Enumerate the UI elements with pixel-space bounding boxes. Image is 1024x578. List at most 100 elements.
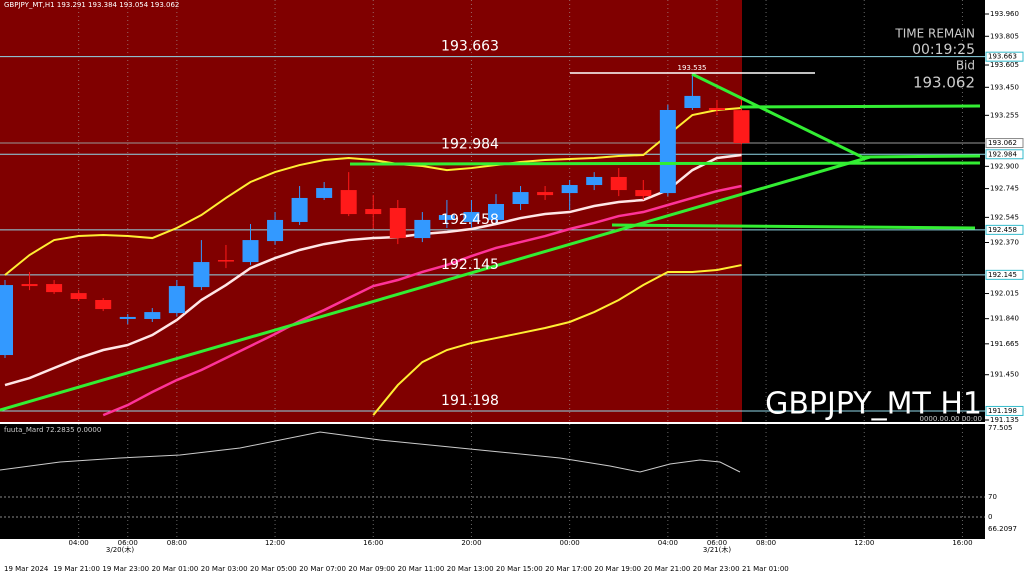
x-tick-label: 20:00 xyxy=(461,539,481,547)
candle-body xyxy=(610,176,627,191)
y-tick-label: 191.135 xyxy=(990,416,1019,424)
y-tick-label: 193.255 xyxy=(990,111,1019,119)
time-scale-label: 20 Mar 19:00 xyxy=(594,565,641,573)
candle-body xyxy=(659,110,676,194)
x-tick-label: 12:00 xyxy=(854,539,874,547)
level-box xyxy=(985,149,1024,160)
level-box xyxy=(985,269,1024,280)
time-scale-label: 19 Mar 21:00 xyxy=(53,565,100,573)
indicator-bg xyxy=(0,424,985,539)
indicator-line xyxy=(0,431,741,473)
y-tick-label: 193.960 xyxy=(990,10,1019,18)
y-tick-label: 192.545 xyxy=(990,213,1019,221)
y-tick-label: 192.900 xyxy=(990,162,1019,170)
level-label: 192.145 xyxy=(441,257,499,273)
time-scale-label: 20 Mar 01:00 xyxy=(152,565,199,573)
high-label: 193.535 xyxy=(678,64,707,72)
time-scale-label: 20 Mar 17:00 xyxy=(545,565,592,573)
time-scale-label: 20 Mar 09:00 xyxy=(348,565,395,573)
x-tick-label: 06:00 xyxy=(118,539,138,547)
header: GBPJPY_MT,H1 193.291 193.384 193.054 193… xyxy=(4,1,179,9)
time-scale-label: 21 Mar 01:00 xyxy=(742,565,789,573)
time-scale-label: 19 Mar 2024 xyxy=(4,565,49,573)
candle-body xyxy=(537,192,554,196)
candle-body xyxy=(193,262,210,288)
candle-body xyxy=(586,176,603,186)
candle-body xyxy=(512,192,529,204)
indicator-axis-label: 77.505 xyxy=(988,424,1013,432)
level-box xyxy=(985,405,1024,416)
y-tick-label: 192.745 xyxy=(990,185,1019,193)
time-scale-label: 20 Mar 03:00 xyxy=(201,565,248,573)
level-box xyxy=(985,51,1024,62)
indicator-line xyxy=(102,184,742,417)
candle-body xyxy=(635,190,652,197)
level-axis-label: 192.458 xyxy=(988,226,1017,234)
candle-body xyxy=(463,212,480,222)
close: 193.062 xyxy=(150,1,179,9)
price-axis-bg xyxy=(985,0,1024,578)
time-scale-label: 20 Mar 05:00 xyxy=(250,565,297,573)
candle-body xyxy=(365,209,382,215)
y-tick-label: 193.450 xyxy=(990,83,1019,91)
y-tick-label: 191.450 xyxy=(990,371,1019,379)
indicator-axis-label: 70 xyxy=(988,493,997,501)
low: 193.054 xyxy=(119,1,148,9)
y-tick-label: 191.665 xyxy=(990,340,1019,348)
x-tick-label: 08:00 xyxy=(756,539,776,547)
x-tick-label: 00:00 xyxy=(560,539,580,547)
candle-body xyxy=(389,208,406,239)
candle-body xyxy=(119,316,136,319)
indicator-line xyxy=(4,153,742,387)
x-tick-label: 16:00 xyxy=(363,539,383,547)
candle-body xyxy=(21,284,38,287)
x-tick-label: 06:00 xyxy=(707,539,727,547)
stamp: 0000.00.00 00:00 xyxy=(920,415,982,423)
candle-body xyxy=(70,293,87,299)
time-scale-label: 20 Mar 13:00 xyxy=(447,565,494,573)
candle-body xyxy=(144,312,161,319)
candle-body xyxy=(168,286,185,314)
x-tick-label: 12:00 xyxy=(265,539,285,547)
x-tick-label: 08:00 xyxy=(167,539,187,547)
level-axis-label: 192.145 xyxy=(988,271,1017,279)
level-label: 191.198 xyxy=(441,393,499,409)
bid-label: Bid xyxy=(956,59,975,73)
trendlines xyxy=(0,72,981,412)
candle-body xyxy=(438,215,455,220)
trendline xyxy=(861,154,981,159)
indicator-axis-label: 66.2097 xyxy=(988,525,1017,533)
candle-body xyxy=(217,260,234,262)
time-scale-label: 20 Mar 15:00 xyxy=(496,565,543,573)
time-scale-label: 19 Mar 23:00 xyxy=(102,565,149,573)
y-tick-label: 193.805 xyxy=(990,32,1019,40)
bid-axis-label: 193.062 xyxy=(988,139,1017,147)
time-scale-label: 20 Mar 21:00 xyxy=(644,565,691,573)
time-scale-label: 20 Mar 11:00 xyxy=(398,565,445,573)
candle-body xyxy=(684,95,701,108)
candle-body xyxy=(267,219,284,242)
candle-body xyxy=(316,188,333,198)
day-label: 3/20(木) xyxy=(106,545,134,554)
level-axis-label: 191.198 xyxy=(988,407,1017,415)
high: 193.384 xyxy=(88,1,117,9)
x-tick-label: 04:00 xyxy=(658,539,678,547)
watermark: GBPJPY_MT H1 xyxy=(765,387,982,422)
candle-body xyxy=(95,299,112,310)
trendline xyxy=(691,72,863,159)
candle-body xyxy=(242,240,259,263)
candle-body xyxy=(0,285,13,356)
x-tick-label: 16:00 xyxy=(952,539,972,547)
trendline xyxy=(349,161,981,166)
time-remain-label: TIME REMAIN xyxy=(894,27,975,41)
time-scale-label: 20 Mar 07:00 xyxy=(299,565,346,573)
indicator-label: fuuta_Mard 72.2835 0.0000 xyxy=(4,426,101,434)
indicator-line xyxy=(372,264,742,416)
open: 193.291 xyxy=(57,1,86,9)
x-tick-label: 04:00 xyxy=(69,539,89,547)
candle-body xyxy=(46,284,63,293)
trendline xyxy=(739,104,981,109)
day-label: 3/21(木) xyxy=(703,545,731,554)
y-tick-label: 192.370 xyxy=(990,239,1019,247)
candle-body xyxy=(708,107,725,111)
